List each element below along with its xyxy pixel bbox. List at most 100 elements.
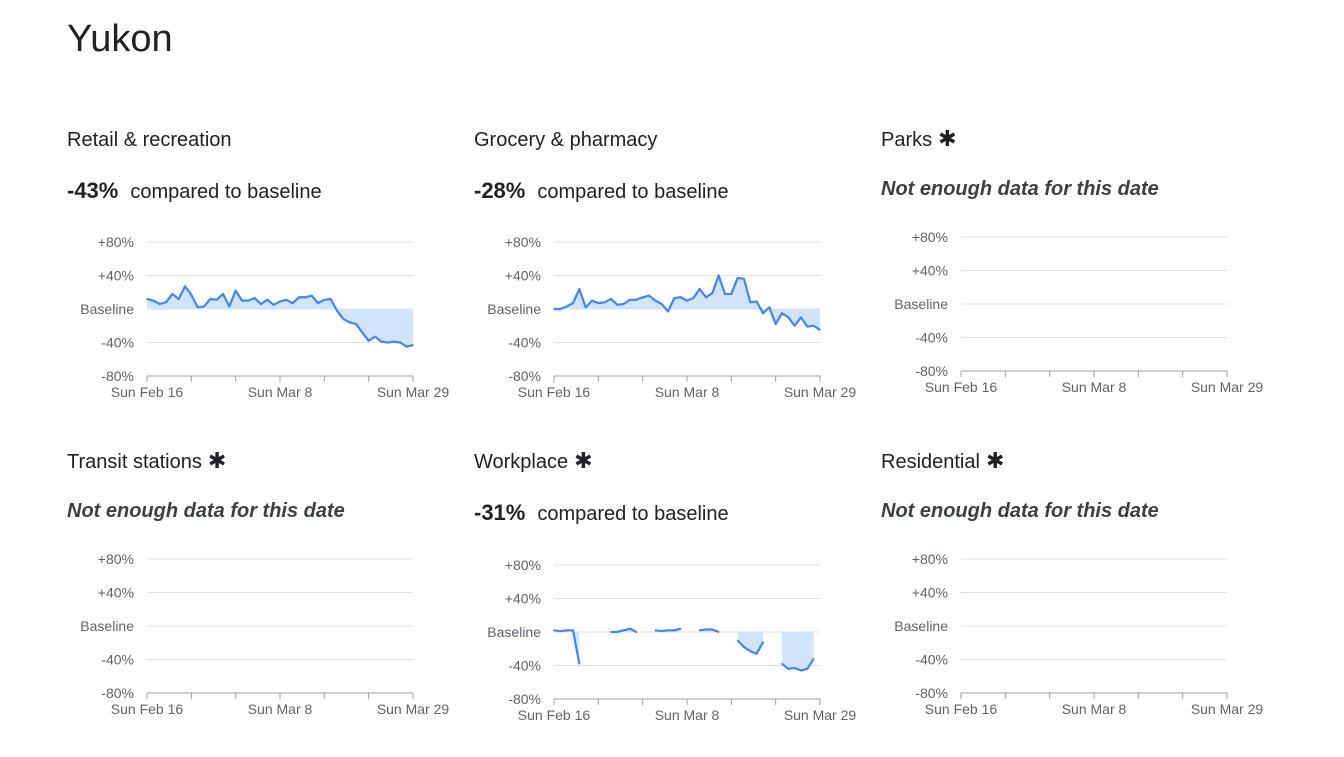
data-point	[361, 331, 364, 334]
data-point	[266, 298, 269, 301]
data-point	[667, 629, 669, 632]
data-point	[711, 292, 714, 294]
data-point	[190, 293, 193, 296]
y-tick-label: -40%	[101, 335, 134, 351]
panel-title: Residential ✱	[881, 448, 1004, 474]
y-tick-label: -80%	[101, 368, 134, 384]
x-tick-label: Sun Feb 16	[518, 707, 591, 723]
data-point	[812, 324, 815, 327]
data-point	[298, 296, 300, 299]
data-point	[679, 296, 682, 299]
data-point	[171, 293, 174, 295]
data-point	[247, 299, 250, 302]
stat: -31% compared to baseline	[474, 500, 729, 526]
data-point	[705, 628, 707, 631]
data-point	[616, 304, 619, 306]
x-tick-label: Sun Feb 16	[925, 379, 998, 395]
x-tick-label: Sun Feb 16	[111, 384, 184, 400]
panel-title-text: Residential	[881, 451, 980, 473]
data-point	[329, 298, 332, 300]
data-point	[158, 303, 161, 305]
y-tick-label: +80%	[912, 551, 948, 567]
y-tick-label: -80%	[101, 685, 134, 701]
stat-text: compared to baseline	[537, 181, 729, 203]
data-point	[234, 289, 237, 292]
y-tick-label: -40%	[508, 335, 541, 351]
y-tick-label: Baseline	[894, 296, 948, 312]
series-area	[147, 286, 413, 347]
y-tick-label: +80%	[98, 551, 134, 567]
data-point	[736, 639, 739, 642]
data-point	[578, 663, 581, 665]
data-point	[203, 305, 205, 308]
data-point	[317, 302, 319, 304]
data-point	[342, 318, 345, 320]
data-point	[629, 298, 631, 301]
stat-text: compared to baseline	[537, 503, 729, 525]
data-point	[279, 300, 281, 303]
x-tick-label: Sun Mar 29	[1191, 379, 1264, 395]
y-tick-label: +80%	[98, 234, 134, 250]
data-point	[584, 306, 587, 309]
data-point	[412, 344, 414, 346]
data-point	[812, 658, 815, 660]
data-point	[610, 631, 612, 633]
data-point	[730, 293, 733, 295]
data-point	[565, 305, 568, 308]
data-point	[736, 277, 739, 279]
data-point	[717, 274, 720, 277]
y-tick-label: +80%	[912, 229, 948, 245]
data-point	[304, 296, 307, 299]
y-tick-label: Baseline	[894, 618, 948, 634]
data-point	[749, 301, 752, 304]
panel-title-text: Parks	[881, 129, 933, 151]
data-point	[635, 631, 638, 633]
data-point	[610, 298, 612, 300]
page-title: Yukon	[67, 18, 173, 60]
data-point	[184, 285, 186, 288]
y-tick-label: Baseline	[80, 618, 134, 634]
data-point	[622, 629, 625, 632]
y-tick-label: +40%	[98, 585, 134, 601]
x-tick-label: Sun Mar 29	[784, 384, 857, 400]
data-point	[673, 297, 676, 299]
series-area	[554, 275, 820, 330]
y-tick-label: Baseline	[487, 301, 541, 317]
data-point	[241, 299, 243, 302]
chart-transit: +80% +40% Baseline -40% -80%Sun Feb 16 Sun Ma…	[80, 551, 449, 717]
data-point	[724, 293, 726, 295]
data-point	[591, 299, 593, 302]
panel-title-text: Transit stations	[67, 451, 202, 473]
data-point	[654, 299, 657, 302]
chart-residential: +80% +40% Baseline -40% -80%Sun Feb 16 Sun Ma…	[894, 551, 1263, 717]
panel-transit: Transit stations ✱ Not enough data for th…	[67, 448, 467, 748]
data-point	[679, 627, 682, 630]
data-point	[787, 316, 790, 319]
data-point	[405, 345, 408, 348]
data-point	[272, 304, 275, 306]
series-area	[554, 630, 580, 664]
series-area	[782, 632, 814, 671]
data-point	[793, 667, 796, 669]
y-tick-label: -80%	[508, 691, 541, 707]
stat-value: -43%	[67, 178, 119, 203]
data-point	[762, 312, 764, 314]
data-point	[660, 630, 663, 632]
chart-retail: +80% +40% Baseline -40% -80%Sun Feb 16 Sun Ma…	[80, 234, 449, 400]
y-tick-label: Baseline	[487, 624, 541, 640]
chart-parks: +80% +40% Baseline -40% -80%Sun Feb 16 Sun Ma…	[894, 229, 1264, 395]
y-tick-label: +40%	[912, 585, 948, 601]
data-point	[260, 303, 262, 305]
data-point	[781, 663, 783, 665]
data-point	[572, 629, 574, 632]
data-point	[755, 300, 758, 303]
data-point	[222, 293, 224, 295]
data-point	[209, 298, 212, 300]
no-data-message: Not enough data for this date	[67, 500, 345, 522]
data-point	[641, 296, 644, 299]
panel-title: Retail & recreation	[67, 126, 238, 152]
data-point	[578, 288, 581, 290]
y-tick-label: +40%	[505, 268, 541, 284]
data-point	[603, 301, 606, 304]
data-point	[310, 294, 313, 297]
